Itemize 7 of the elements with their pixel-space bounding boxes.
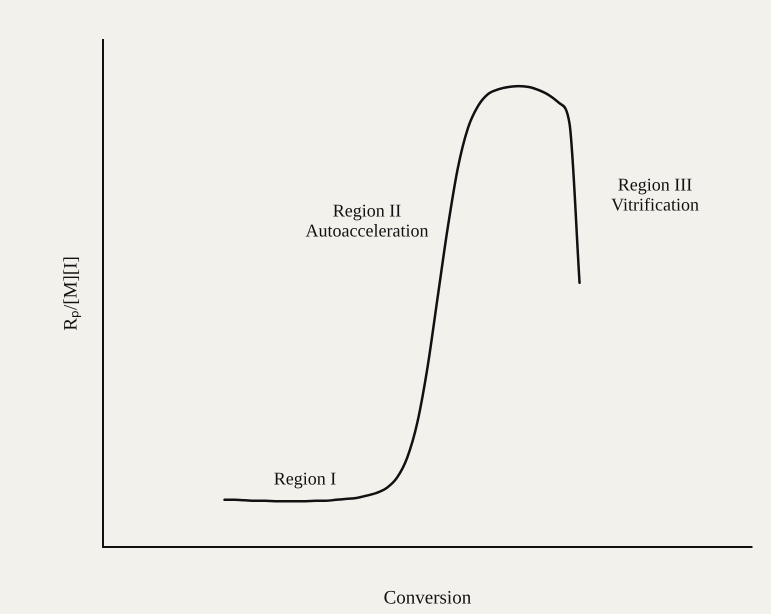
annotation: Region II [332, 200, 402, 221]
annotation: Region III [618, 174, 692, 195]
annotation: Vitrification [611, 194, 699, 215]
y-axis-title: Rₚ/[M][I] [60, 256, 82, 331]
annotation: Autoacceleration [306, 220, 428, 241]
annotation: Region I [274, 468, 336, 489]
x-axis-title: Conversion [384, 588, 472, 609]
